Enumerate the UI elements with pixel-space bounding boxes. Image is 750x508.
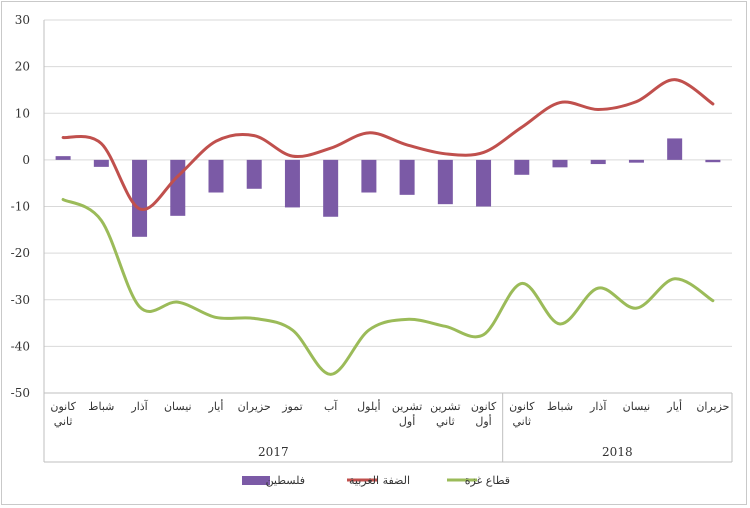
- legend: فلسطين الضفة الغربية قطاع غزة: [242, 474, 510, 487]
- y-tick-label: -30: [11, 293, 30, 307]
- x-tick-label: آب: [324, 400, 338, 413]
- x-tick-label: تشرين أول: [392, 400, 422, 428]
- legend-label: فلسطين: [266, 474, 305, 487]
- x-tick-label: نيسان: [164, 400, 192, 413]
- x-tick-label: شباط: [88, 400, 114, 413]
- bar: [170, 159, 186, 216]
- x-tick-label-line: نيسان: [164, 400, 192, 413]
- x-tick-label-line: آب: [324, 400, 338, 413]
- legend-swatch: [242, 476, 270, 485]
- legend-label: قطاع غزة: [465, 474, 510, 487]
- x-tick-label-line: آذار: [130, 400, 148, 413]
- x-tick-label-line: حزيران: [238, 400, 271, 413]
- bar: [399, 159, 415, 195]
- series-line-0: [61, 78, 715, 211]
- x-axis: كانون ثاني شباط آذار نيسان أيار حزيران تموز آب أي…: [43, 392, 733, 463]
- y-tick-label: 30: [15, 13, 30, 27]
- x-tick-label: آذار: [130, 400, 148, 413]
- bar: [628, 159, 644, 163]
- x-tick-label: آذار: [589, 400, 607, 413]
- x-tick-label-line: آذار: [589, 400, 607, 413]
- bar: [132, 159, 148, 237]
- x-tick-label: نيسان: [623, 400, 651, 413]
- y-axis: 30 20 10 0 -10 -20 -30 -40 -50: [11, 13, 45, 400]
- x-tick-label-line: أيلول: [357, 399, 380, 413]
- lines: [61, 78, 715, 376]
- x-tick-label-line: شباط: [88, 400, 114, 413]
- bar: [476, 159, 492, 207]
- bar: [667, 138, 683, 160]
- x-tick-label: شباط: [547, 400, 573, 413]
- bar: [514, 159, 530, 175]
- x-tick-label-line: كانون: [50, 400, 76, 413]
- x-tick-label-line: ثاني: [512, 415, 531, 428]
- x-tick-label-line: ثاني: [54, 415, 73, 428]
- x-tick-label: أيار: [208, 399, 224, 413]
- x-tick-label-line: أول: [399, 414, 415, 428]
- gridlines: [44, 19, 732, 394]
- x-tick-label-line: أيار: [208, 399, 224, 413]
- x-tick-label-line: نيسان: [623, 400, 651, 413]
- x-tick-label: حزيران: [696, 400, 729, 413]
- x-tick-label-line: أيار: [666, 399, 682, 413]
- bar: [590, 159, 606, 165]
- x-tick-label-line: أول: [475, 414, 491, 428]
- x-tick-label-line: كانون: [471, 400, 497, 413]
- bar: [55, 156, 71, 160]
- x-tick-label-line: تشرين: [392, 400, 422, 413]
- y-tick-label: 0: [22, 153, 30, 167]
- x-tick-label: كانون ثاني: [50, 400, 76, 428]
- year-label: 2018: [602, 445, 633, 459]
- bar: [552, 159, 568, 168]
- x-tick-label-line: ثاني: [436, 415, 455, 428]
- y-tick-label: -20: [11, 246, 30, 260]
- x-tick-label: كانون ثاني: [509, 400, 535, 428]
- year-label: 2017: [258, 445, 289, 459]
- x-tick-label: كانون أول: [471, 400, 497, 428]
- x-tick-label: تموز: [281, 400, 302, 413]
- y-tick-label: -10: [11, 200, 30, 214]
- x-tick-label-line: شباط: [547, 400, 573, 413]
- y-tick-label: 20: [15, 60, 30, 74]
- bar: [208, 159, 224, 193]
- x-tick-label: أيار: [666, 399, 682, 413]
- y-tick-label: 10: [15, 106, 30, 120]
- bar: [246, 159, 262, 189]
- x-tick-label: حزيران: [238, 400, 271, 413]
- x-tick-label: أيلول: [357, 399, 380, 413]
- legend-label: الضفة الغربية: [349, 474, 410, 487]
- series-line-1: [61, 198, 715, 376]
- bar: [93, 159, 109, 167]
- x-tick-label-line: تموز: [281, 400, 302, 413]
- x-tick-label-line: كانون: [509, 400, 535, 413]
- bars: [55, 138, 721, 237]
- x-tick-label: تشرين ثاني: [430, 400, 460, 428]
- y-tick-label: -50: [11, 386, 30, 400]
- bar: [284, 159, 300, 208]
- bar: [437, 159, 453, 205]
- bar: [705, 159, 721, 163]
- x-tick-label-line: تشرين: [430, 400, 460, 413]
- bar: [323, 159, 339, 217]
- bar: [361, 159, 377, 193]
- y-tick-label: -40: [11, 339, 30, 353]
- x-tick-label-line: حزيران: [696, 400, 729, 413]
